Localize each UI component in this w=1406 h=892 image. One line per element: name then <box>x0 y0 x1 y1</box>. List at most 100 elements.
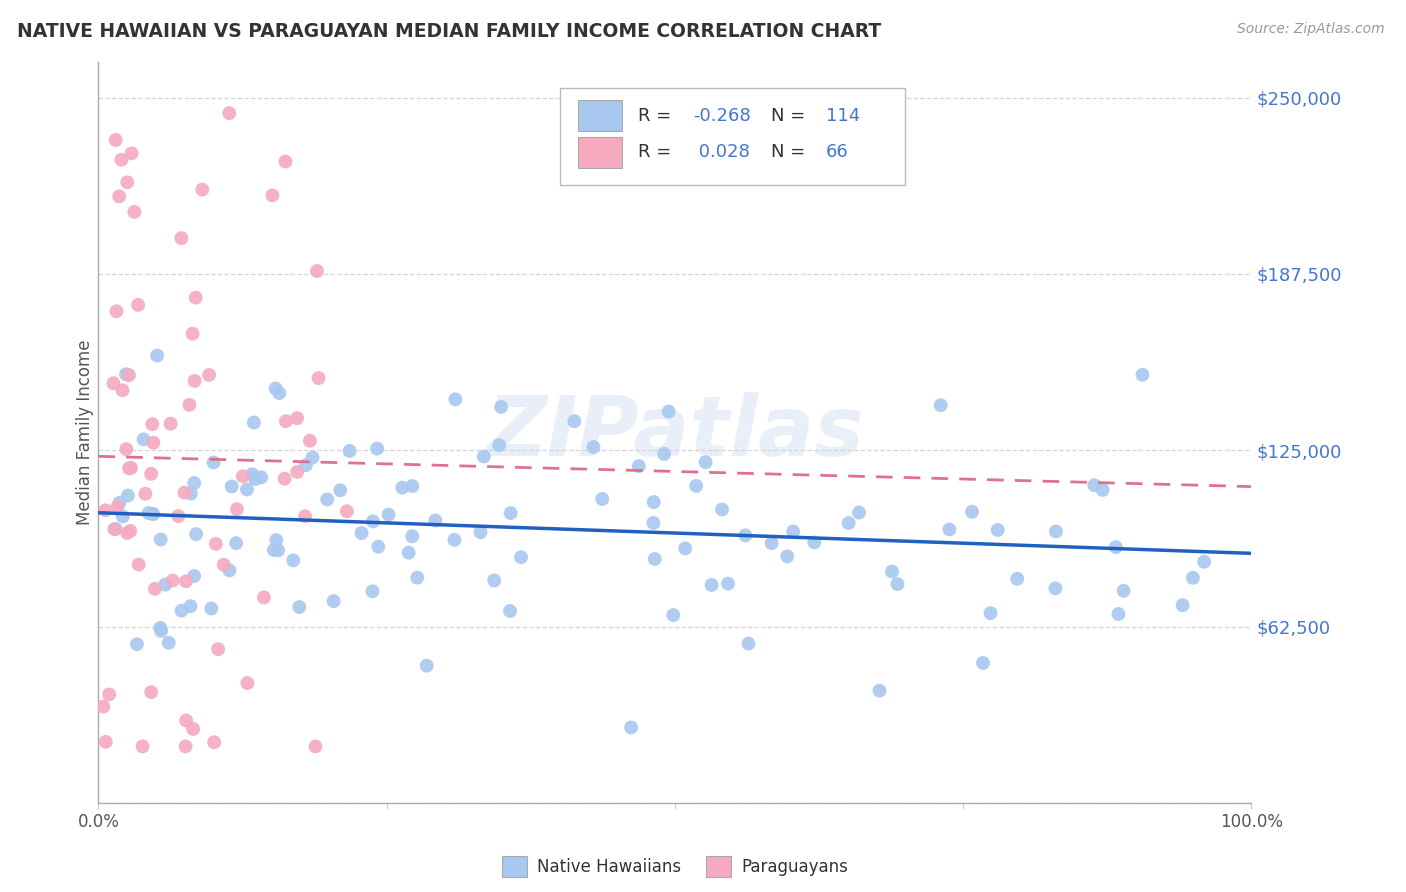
Text: ZIPatlas: ZIPatlas <box>486 392 863 473</box>
Point <box>108 496 131 510</box>
Point <box>782 524 804 539</box>
Point <box>987 523 1010 537</box>
Point <box>111 509 134 524</box>
Point <box>301 450 323 465</box>
Text: -0.268: -0.268 <box>693 108 751 126</box>
Point <box>205 537 228 551</box>
Point <box>685 479 707 493</box>
Point <box>472 450 495 464</box>
Point <box>285 465 308 479</box>
Text: N =: N = <box>770 108 811 126</box>
Text: 0.028: 0.028 <box>693 143 751 161</box>
Point <box>627 459 650 474</box>
Point <box>361 584 384 599</box>
Point <box>305 264 328 278</box>
Point <box>159 417 181 431</box>
Point <box>658 404 681 418</box>
Point <box>350 526 373 541</box>
Point <box>443 533 465 547</box>
Point <box>283 553 305 567</box>
Point <box>139 467 162 481</box>
Point <box>200 601 222 615</box>
Point <box>285 411 308 425</box>
Point <box>264 382 287 396</box>
Point <box>120 460 142 475</box>
Point <box>662 608 685 623</box>
Point <box>510 550 533 565</box>
Point <box>886 577 908 591</box>
Point <box>117 175 139 189</box>
Text: R =: R = <box>638 143 676 161</box>
Point <box>127 298 149 312</box>
Point <box>91 699 114 714</box>
Point <box>288 600 311 615</box>
FancyBboxPatch shape <box>578 137 621 169</box>
Point <box>125 637 148 651</box>
Point <box>141 417 163 431</box>
FancyBboxPatch shape <box>560 88 905 185</box>
Text: Source: ZipAtlas.com: Source: ZipAtlas.com <box>1237 22 1385 37</box>
Point <box>499 506 522 520</box>
Point <box>620 720 643 734</box>
Point <box>180 486 202 500</box>
Point <box>170 604 193 618</box>
Point <box>489 400 512 414</box>
Point <box>298 434 321 448</box>
Point <box>695 455 717 469</box>
Point <box>183 476 205 491</box>
Point <box>391 481 413 495</box>
Point <box>673 541 696 556</box>
Point <box>128 558 150 572</box>
Point <box>236 676 259 690</box>
Point <box>111 384 134 398</box>
Point <box>339 444 361 458</box>
Point <box>294 509 316 524</box>
Point <box>1105 540 1128 554</box>
Point <box>329 483 352 498</box>
Point <box>150 624 173 638</box>
Point <box>218 563 240 577</box>
Point <box>118 461 141 475</box>
Point <box>180 599 202 614</box>
Point <box>183 374 205 388</box>
Point <box>308 371 330 385</box>
Point <box>94 503 117 517</box>
Text: 66: 66 <box>825 143 849 161</box>
Y-axis label: Median Family Income: Median Family Income <box>76 340 94 525</box>
Point <box>207 642 229 657</box>
Point <box>938 523 960 537</box>
Point <box>174 739 197 754</box>
Point <box>225 536 247 550</box>
Point <box>1045 524 1067 539</box>
Point <box>1171 598 1194 612</box>
Point <box>240 467 263 482</box>
Point <box>107 500 129 514</box>
Point <box>132 433 155 447</box>
Point <box>149 533 172 547</box>
Point <box>776 549 799 564</box>
Point <box>848 506 870 520</box>
Point <box>124 205 146 219</box>
Point <box>416 658 439 673</box>
Point <box>470 525 492 540</box>
Point <box>838 516 860 530</box>
Point <box>149 621 172 635</box>
Point <box>652 447 675 461</box>
Point <box>972 656 994 670</box>
Point <box>582 440 605 454</box>
Point <box>174 714 197 728</box>
Point <box>401 529 423 543</box>
Point <box>181 326 204 341</box>
Point <box>142 507 165 521</box>
Point <box>103 376 125 391</box>
Point <box>929 398 952 412</box>
Point <box>322 594 344 608</box>
Point <box>262 188 284 202</box>
Point <box>131 739 153 754</box>
Point <box>644 552 666 566</box>
Point <box>336 504 359 518</box>
Point <box>108 189 131 203</box>
Point <box>110 153 132 167</box>
Point <box>212 558 235 572</box>
Point <box>138 506 160 520</box>
